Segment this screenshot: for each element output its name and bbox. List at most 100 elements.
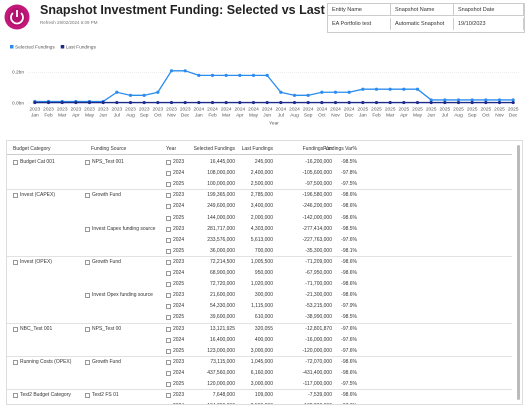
year: 2024 bbox=[173, 203, 185, 210]
selected-fundings: 72,214,500 bbox=[209, 258, 235, 265]
data-point bbox=[347, 100, 351, 105]
expand-icon bbox=[85, 259, 90, 265]
data-point bbox=[128, 100, 133, 105]
last-fundings: 400,000 bbox=[254, 336, 273, 343]
data-point bbox=[238, 100, 242, 105]
fundings-var: -142,000,000 bbox=[302, 214, 332, 221]
expand-icon bbox=[13, 359, 18, 365]
data-point bbox=[333, 100, 338, 105]
data-point bbox=[388, 100, 392, 105]
budget-category: Test2 Budget Category bbox=[20, 392, 71, 399]
data-point bbox=[238, 73, 242, 77]
expand-icon bbox=[166, 248, 171, 254]
budget-category: NBC_Test 001 bbox=[20, 325, 53, 332]
fundings-var: -12,801,870 bbox=[305, 325, 332, 332]
x-tick-year: 2025 bbox=[385, 106, 396, 112]
data-point bbox=[156, 100, 160, 105]
x-tick-year: 2023 bbox=[166, 106, 177, 112]
data-point bbox=[306, 100, 310, 105]
fundings-var-pct: -98.6% bbox=[341, 292, 357, 299]
funding-source: Invest Opex funding source bbox=[92, 292, 153, 299]
data-point bbox=[265, 100, 269, 105]
x-tick-year: 2025 bbox=[480, 106, 491, 112]
fundings-var-pct: -97.8% bbox=[341, 170, 357, 177]
legend-swatch bbox=[60, 45, 65, 49]
x-tick-month: Nov bbox=[167, 112, 176, 118]
info-value: EA Portfolio test bbox=[328, 18, 391, 30]
x-tick-month: Jul bbox=[114, 112, 120, 118]
fundings-var: -227,763,000 bbox=[302, 236, 332, 243]
last-fundings: 3,000,000 bbox=[250, 381, 273, 387]
expand-icon bbox=[166, 382, 171, 387]
x-tick-year: 2023 bbox=[57, 106, 68, 112]
expand-icon bbox=[166, 271, 171, 276]
expand-icon bbox=[166, 182, 171, 188]
selected-fundings: 100,000,000 bbox=[207, 181, 235, 188]
expand-icon bbox=[166, 370, 171, 376]
data-point bbox=[251, 100, 256, 105]
x-tick-year: 2023 bbox=[43, 106, 54, 112]
data-point bbox=[388, 87, 392, 91]
last-fundings: 1,020,000 bbox=[250, 281, 273, 288]
x-tick-month: Sep bbox=[304, 112, 313, 118]
x-tick-month: Apr bbox=[400, 112, 408, 118]
x-tick-month: Nov bbox=[495, 112, 504, 118]
expand-icon bbox=[166, 282, 171, 288]
fundings-var-pct: -98.5% bbox=[341, 159, 357, 165]
x-tick-year: 2024 bbox=[193, 106, 204, 112]
fundings-var-pct: -97.5% bbox=[341, 381, 357, 387]
expand-icon bbox=[166, 315, 171, 321]
fundings-var-pct: -97.6% bbox=[341, 325, 357, 332]
x-tick-year: 2023 bbox=[125, 106, 136, 112]
fundings-var-pct: -98.6% bbox=[341, 358, 357, 365]
data-point bbox=[183, 100, 187, 105]
year: 2024 bbox=[173, 403, 184, 404]
info-header: Snapshot Date bbox=[454, 4, 524, 16]
last-fundings: 3,000,000 bbox=[250, 347, 273, 354]
fundings-var: -35,300,000 bbox=[305, 247, 332, 254]
page-title: Snapshot Investment Funding: Selected vs… bbox=[40, 3, 325, 17]
data-point bbox=[374, 100, 379, 105]
year: 2024 bbox=[173, 270, 185, 276]
fundings-var: -67,950,000 bbox=[305, 270, 332, 276]
selected-fundings: 72,720,000 bbox=[209, 281, 235, 288]
scrollbar[interactable] bbox=[517, 145, 520, 400]
year: 2023 bbox=[173, 258, 185, 265]
chart: Selected Fundings Last Fundings 0.0bn 0.2bn… bbox=[10, 44, 520, 126]
logo bbox=[4, 4, 30, 30]
header-rule bbox=[7, 154, 512, 155]
x-tick-month: Jan bbox=[359, 112, 367, 118]
snapshot-info: Entity Name EA Portfolio test Snapshot Nam… bbox=[327, 3, 525, 33]
x-tick-month: Oct bbox=[154, 112, 162, 118]
expand-icon bbox=[166, 226, 171, 232]
expand-icon bbox=[13, 326, 18, 332]
fundings-var-pct: -97.9% bbox=[341, 303, 357, 310]
data-point bbox=[306, 93, 310, 97]
x-tick-year: 2023 bbox=[152, 106, 163, 112]
fundings-var-pct: -98.6% bbox=[341, 281, 357, 288]
year: 2023 bbox=[173, 325, 185, 332]
funding-source: Growth Fund bbox=[92, 192, 121, 199]
funding-source: NPS_Test 001 bbox=[92, 159, 124, 165]
last-fundings: 245,000 bbox=[254, 159, 273, 165]
last-fundings: 2,500,000 bbox=[251, 403, 273, 404]
x-tick-month: Feb bbox=[372, 112, 381, 118]
expand-icon bbox=[166, 359, 171, 365]
fundings-var-pct: -98.5% bbox=[341, 314, 357, 321]
column-header: Year bbox=[166, 146, 177, 152]
data-point bbox=[142, 93, 146, 97]
last-fundings: 300,000 bbox=[254, 292, 273, 299]
y-tick-label: 0.2bn bbox=[12, 70, 24, 76]
data-point bbox=[74, 100, 78, 105]
last-fundings: 700,000 bbox=[254, 247, 273, 254]
last-fundings: 950,000 bbox=[254, 270, 273, 276]
expand-icon bbox=[85, 193, 90, 199]
x-tick-year: 2023 bbox=[84, 106, 95, 112]
data-point bbox=[292, 100, 297, 105]
selected-fundings: 104,700,000 bbox=[207, 403, 235, 404]
selected-fundings: 36,000,000 bbox=[209, 247, 235, 254]
data-point bbox=[429, 98, 433, 102]
fundings-var: -102,200,000 bbox=[303, 403, 332, 404]
last-fundings: 2,785,000 bbox=[250, 192, 273, 199]
x-tick-year: 2024 bbox=[289, 106, 300, 112]
